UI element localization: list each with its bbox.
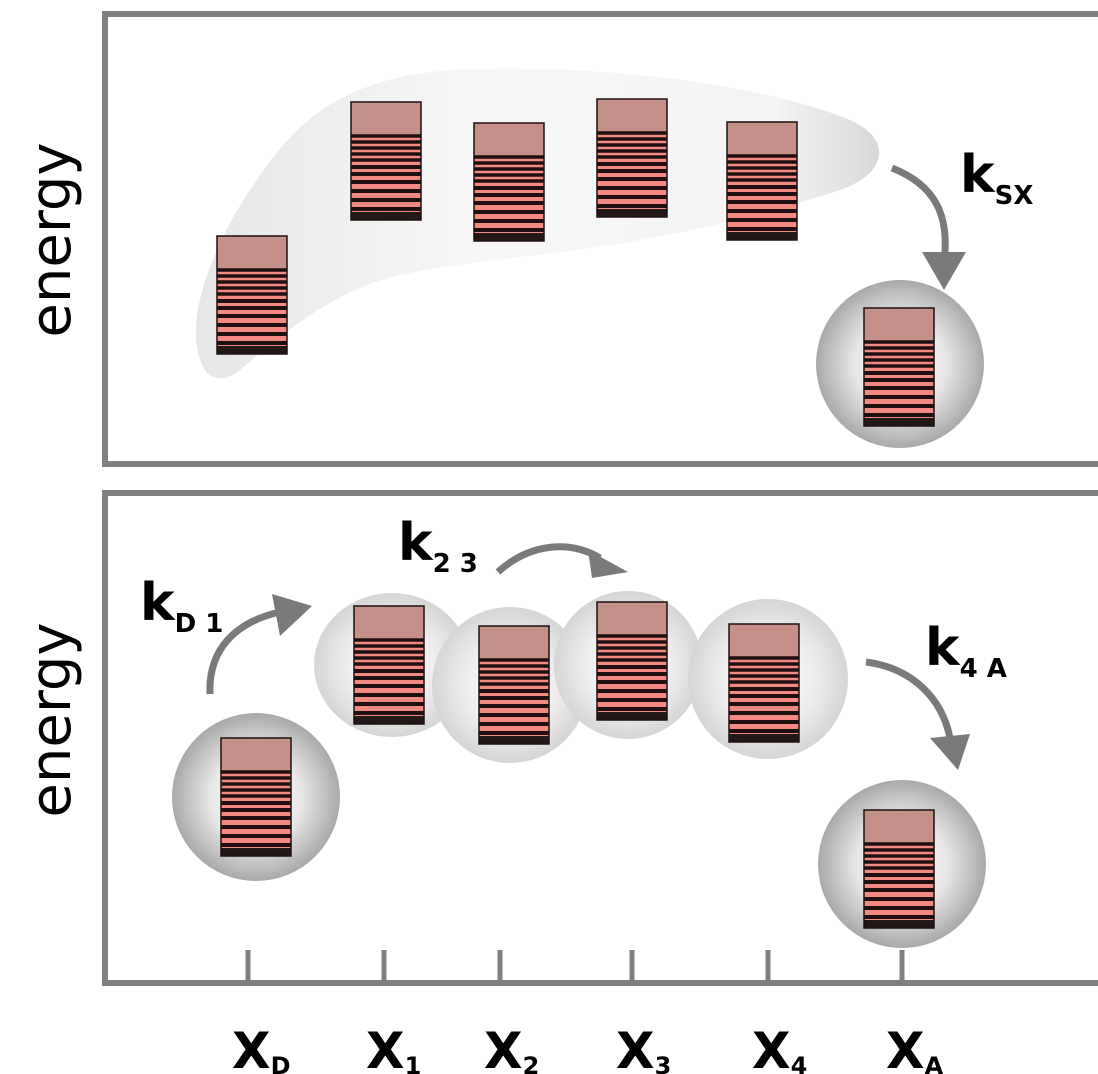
kd1-arrowhead [272,594,312,636]
ksx-rate-label: kSX [960,145,1033,211]
lower-level-band [597,636,667,720]
level-stack-outline [353,605,425,725]
x-axis-ticks [245,950,905,983]
level-stack-outline [728,623,800,743]
level-stack-outline [596,601,668,721]
ground-level-bar [479,736,549,744]
k4a-arrow [865,658,954,739]
top-level-stack-3 [596,98,668,218]
k4a-arrowhead [930,734,970,770]
level-stack-outline [863,307,935,427]
ground-level-bar [729,734,799,742]
upper-level-band [474,123,544,157]
k4a-rate-label: k4 A [925,618,1007,684]
ground-level-bar [474,233,544,241]
xlabel-x3: X3 [616,1022,671,1074]
ground-level-bar [727,232,797,240]
lower-level-band [221,772,291,856]
bottom-level-stack-3 [596,601,668,721]
upper-level-band [727,122,797,156]
level-stack-outline [478,625,550,745]
lower-level-band [354,640,424,724]
top-level-stack-2 [473,122,545,242]
kd1-arrow [206,608,281,695]
lower-level-band [864,342,934,426]
level-stack-outline [220,737,292,857]
xlabel-x2: X2 [484,1022,539,1074]
upper-level-band [597,602,667,636]
ground-level-bar [597,712,667,720]
top-level-stack-a [863,307,935,427]
top-level-stack-1 [350,101,422,221]
top-level-stack-d [216,235,288,355]
top-level-stack-4 [726,121,798,241]
ground-level-bar [597,209,667,217]
upper-level-band [729,624,799,658]
xlabel-xa: XA [886,1022,944,1074]
lower-level-band [351,136,421,220]
bottom-level-stack-4 [728,623,800,743]
lower-level-band [474,157,544,241]
bottom-level-stack-a [863,809,935,929]
xlabel-x4: X4 [752,1022,807,1074]
xlabel-x1: X1 [366,1022,421,1074]
level-stack-outline [596,98,668,218]
ground-level-bar [864,418,934,426]
top-panel: energy kSX [19,11,1098,467]
bottom-level-stack-2 [478,625,550,745]
bottom-level-stack-d [220,737,292,857]
level-stack-outline [350,101,422,221]
upper-level-band [351,102,421,136]
upper-level-band [597,99,667,133]
k23-arrow [495,543,602,575]
lower-level-band [864,844,934,928]
lower-level-band [729,658,799,742]
level-stack-outline [473,122,545,242]
xlabel-xd: XD [232,1022,290,1074]
k23-arrowhead [588,550,628,578]
upper-level-band [479,626,549,660]
upper-level-band [221,738,291,772]
bottom-level-stack-1 [353,605,425,725]
lower-level-band [479,660,549,744]
upper-level-band [864,308,934,342]
ground-level-bar [354,716,424,724]
x-axis-labels: XD X1 X2 X3 X4 XA [232,1022,944,1074]
level-stack-outline [726,121,798,241]
top-panel-frame [102,11,1098,467]
ground-level-bar [351,212,421,220]
upper-level-band [354,606,424,640]
level-stack-outline [863,809,935,929]
top-ylabel: energy [19,142,84,337]
upper-level-band [217,236,287,270]
ksx-arrowhead [922,252,966,290]
ground-level-bar [864,920,934,928]
ksx-arrow [890,164,949,263]
lower-level-band [217,270,287,354]
upper-level-band [864,810,934,844]
kd1-rate-label: kD 1 [140,573,223,639]
ground-level-bar [221,848,291,856]
lower-level-band [597,133,667,217]
ground-level-bar [217,346,287,354]
lower-level-band [727,156,797,240]
bottom-panel-frame [102,490,1098,986]
k23-rate-label: k2 3 [398,513,478,579]
level-stack-outline [216,235,288,355]
bottom-panel: energy kD 1 k2 3 k4 A [19,490,1098,986]
bottom-ylabel: energy [19,622,84,817]
